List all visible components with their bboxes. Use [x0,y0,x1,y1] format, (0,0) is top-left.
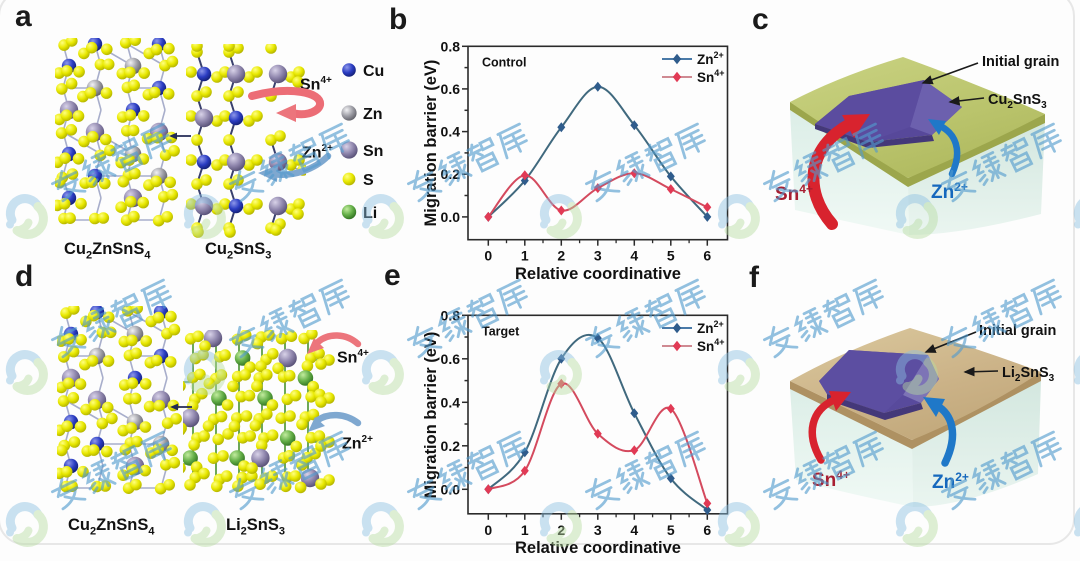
svg-text:Target: Target [482,324,520,338]
svg-text:4: 4 [630,522,638,538]
svg-text:0.0: 0.0 [441,209,461,225]
svg-text:Relative coordinative: Relative coordinative [515,265,681,283]
svg-text:4: 4 [630,248,638,264]
svg-text:Sn: Sn [363,143,383,160]
svg-text:S: S [363,172,374,189]
svg-text:0.2: 0.2 [441,438,461,454]
svg-text:Li: Li [363,205,377,222]
svg-text:2: 2 [557,248,565,264]
svg-text:2: 2 [557,522,565,538]
svg-text:Migration barrier (eV): Migration barrier (eV) [422,60,440,227]
svg-text:Cu2SnS3: Cu2SnS3 [988,92,1047,111]
svg-text:0.4: 0.4 [441,394,461,410]
svg-text:0: 0 [484,248,492,264]
svg-text:0.8: 0.8 [441,38,461,54]
svg-text:5: 5 [667,248,675,264]
svg-text:1: 1 [521,248,529,264]
svg-text:3: 3 [594,522,602,538]
svg-text:0.4: 0.4 [441,124,461,140]
svg-text:1: 1 [521,522,529,538]
svg-text:0: 0 [484,522,492,538]
svg-text:0.6: 0.6 [441,351,461,367]
svg-text:6: 6 [703,248,711,264]
svg-text:Initial grain: Initial grain [979,323,1056,339]
svg-text:0.6: 0.6 [441,81,461,97]
svg-text:Zn: Zn [363,106,383,123]
svg-text:Initial grain: Initial grain [982,54,1059,70]
svg-text:0.0: 0.0 [441,481,461,497]
svg-text:Control: Control [482,55,526,69]
svg-text:0.2: 0.2 [441,166,461,182]
svg-text:Cu: Cu [363,63,384,80]
svg-text:3: 3 [594,248,602,264]
svg-text:Migration barrier (eV): Migration barrier (eV) [422,332,440,499]
svg-text:Relative coordinative: Relative coordinative [515,539,681,557]
svg-text:6: 6 [703,522,711,538]
svg-text:0.8: 0.8 [441,307,461,323]
svg-text:5: 5 [667,522,675,538]
